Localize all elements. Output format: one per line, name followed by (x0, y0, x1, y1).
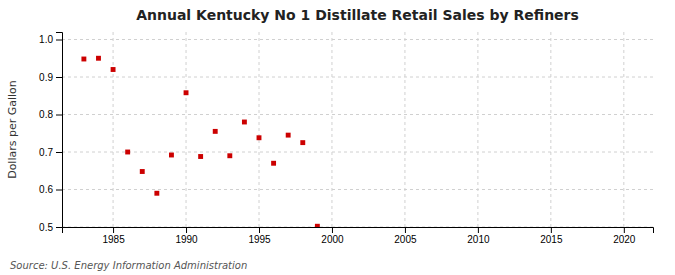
x-tick: 2005 (394, 227, 417, 245)
x-axis-line (63, 228, 654, 234)
x-tick-mark (478, 227, 479, 233)
chart: 198519901995200020052010201520200.50.60.… (0, 0, 675, 275)
x-axis: 1985 1990 1995 2000 2005 2010 2015 2020 (63, 227, 654, 245)
y-tick-label: 1.0 (39, 34, 53, 45)
x-tick-label: 1985 (102, 234, 125, 245)
point (154, 191, 159, 196)
x-tick: 1995 (248, 227, 271, 245)
y-tick: 0.5 (39, 222, 62, 233)
annotation: Source: U.S. Energy Information Administ… (10, 260, 247, 271)
x-tick-label: 2005 (394, 234, 417, 245)
y-tick-mark (56, 115, 62, 116)
x-tick-mark (551, 227, 552, 233)
y-tick-label: 0.6 (39, 184, 53, 195)
grid-line-x (331, 32, 332, 227)
grid-line-x (550, 32, 551, 227)
x-tick-mark (624, 227, 625, 233)
point (300, 140, 305, 145)
grid-line-x (623, 32, 624, 227)
x-tick-mark (186, 227, 187, 233)
x-tick-mark (113, 227, 114, 233)
point (213, 129, 218, 134)
y-tick-label: 0.8 (39, 109, 53, 120)
y-tick-label: 0.7 (39, 147, 53, 158)
x-tick: 2015 (540, 227, 563, 245)
point (286, 133, 291, 138)
x-tick-label: 2010 (467, 234, 490, 245)
x-tick-mark (332, 227, 333, 233)
x-tick: 2010 (467, 227, 490, 245)
y-axis: 0.5 0.6 0.7 0.8 0.9 1.0 (39, 33, 62, 233)
y-axis-title: Dollars per Gallon (6, 80, 19, 179)
point (125, 150, 130, 155)
grid-line-x (113, 32, 114, 227)
x-tick: 2000 (321, 227, 344, 245)
grid-line-y (62, 39, 653, 40)
y-tick: 0.6 (39, 184, 62, 195)
plot-area: 198519901995200020052010201520200.50.60.… (39, 32, 653, 245)
x-tick-label: 1995 (248, 234, 271, 245)
point (257, 135, 262, 140)
x-tick-label: 2020 (613, 234, 636, 245)
point (271, 161, 276, 166)
y-tick-mark (56, 40, 62, 41)
point (96, 56, 101, 61)
point (198, 154, 203, 159)
y-tick: 1.0 (39, 34, 62, 45)
point (140, 169, 145, 174)
point (184, 90, 189, 95)
x-tick-label: 2015 (540, 234, 563, 245)
x-tick-label: 1990 (175, 234, 198, 245)
grid-line-y (62, 77, 653, 78)
grid-line-y (62, 114, 653, 115)
point (169, 153, 174, 158)
point (81, 57, 86, 62)
grid-line-y (62, 152, 653, 153)
x-tick-mark (405, 227, 406, 233)
title: Annual Kentucky No 1 Distillate Retail S… (136, 7, 579, 23)
point (111, 67, 116, 72)
grid-line-y (62, 189, 653, 190)
grid-line-x (404, 32, 405, 227)
point (242, 120, 247, 125)
grid-line-x (186, 32, 187, 227)
x-tick-mark (259, 227, 260, 233)
x-tick: 2020 (613, 227, 636, 245)
x-tick-label: 2000 (321, 234, 344, 245)
grid (62, 32, 653, 227)
y-tick: 0.7 (39, 147, 62, 158)
y-tick-label: 0.5 (39, 222, 53, 233)
x-tick: 1985 (102, 227, 125, 245)
y-tick-label: 0.9 (39, 72, 53, 83)
y-tick: 0.9 (39, 72, 62, 83)
grid-line-x (259, 32, 260, 227)
grid-line-x (477, 32, 478, 227)
x-tick: 1990 (175, 227, 198, 245)
point (227, 153, 232, 158)
y-tick-mark (56, 152, 62, 153)
y-axis-line (56, 33, 63, 228)
y-tick-mark (56, 77, 62, 78)
point (315, 224, 320, 227)
y-tick-mark (56, 190, 62, 191)
points (81, 56, 319, 227)
y-tick: 0.8 (39, 109, 62, 120)
y-tick-mark (56, 227, 62, 228)
